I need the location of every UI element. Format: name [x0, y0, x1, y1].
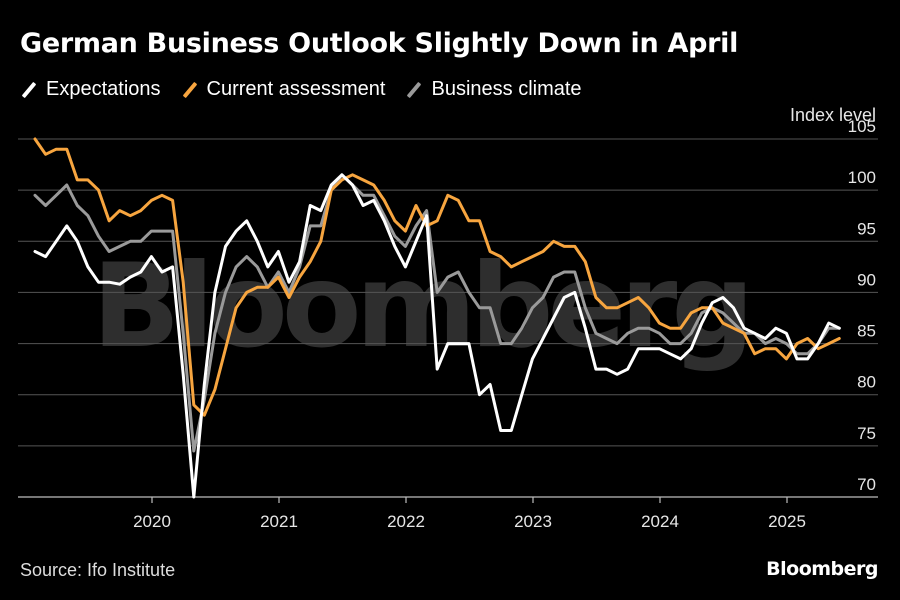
- bloomberg-logo: Bloomberg: [766, 558, 878, 580]
- legend-item-expectations: Expectations: [20, 78, 161, 101]
- y-tick-label-75: 75: [857, 424, 876, 443]
- legend-item-business-climate: Business climate: [405, 78, 582, 101]
- series-lines: [33, 137, 841, 499]
- y-tick-label-80: 80: [857, 373, 876, 392]
- y-tick-label-70: 70: [857, 475, 876, 494]
- source-note: Source: Ifo Institute: [20, 560, 176, 580]
- chart-title: German Business Outlook Slightly Down in…: [20, 28, 739, 59]
- y-axis-label: Index level: [790, 105, 876, 125]
- x-tick-label-2021: 2021: [260, 512, 298, 531]
- series-line-expectations: [33, 173, 841, 499]
- y-tick-label-85: 85: [857, 322, 876, 341]
- y-tick-label-95: 95: [857, 219, 876, 238]
- y-tick-labels: 70 75 80 85 90 95 100 105: [848, 117, 876, 494]
- legend: Expectations Current assessment Business…: [20, 78, 582, 101]
- x-tick-label-2022: 2022: [387, 512, 425, 531]
- x-tick-label-2025: 2025: [768, 512, 806, 531]
- x-tick-label-2023: 2023: [514, 512, 552, 531]
- gridlines: [18, 138, 878, 447]
- series-line-climate: [33, 173, 841, 453]
- x-tick-label-2020: 2020: [133, 512, 171, 531]
- watermark-bloomberg: Bloomberg: [92, 239, 748, 374]
- x-axis: 2020 2021 2022 2023 2024 2025: [18, 496, 878, 531]
- series-line-current: [33, 137, 841, 417]
- y-tick-label-90: 90: [857, 270, 876, 289]
- legend-label-current-assessment: Current assessment: [206, 78, 386, 100]
- y-tick-label-100: 100: [848, 168, 876, 187]
- y-tick-label-105: 105: [848, 117, 876, 136]
- legend-label-expectations: Expectations: [46, 78, 161, 100]
- x-tick-label-2024: 2024: [641, 512, 679, 531]
- legend-item-current-assessment: Current assessment: [181, 78, 386, 101]
- legend-label-business-climate: Business climate: [431, 78, 582, 100]
